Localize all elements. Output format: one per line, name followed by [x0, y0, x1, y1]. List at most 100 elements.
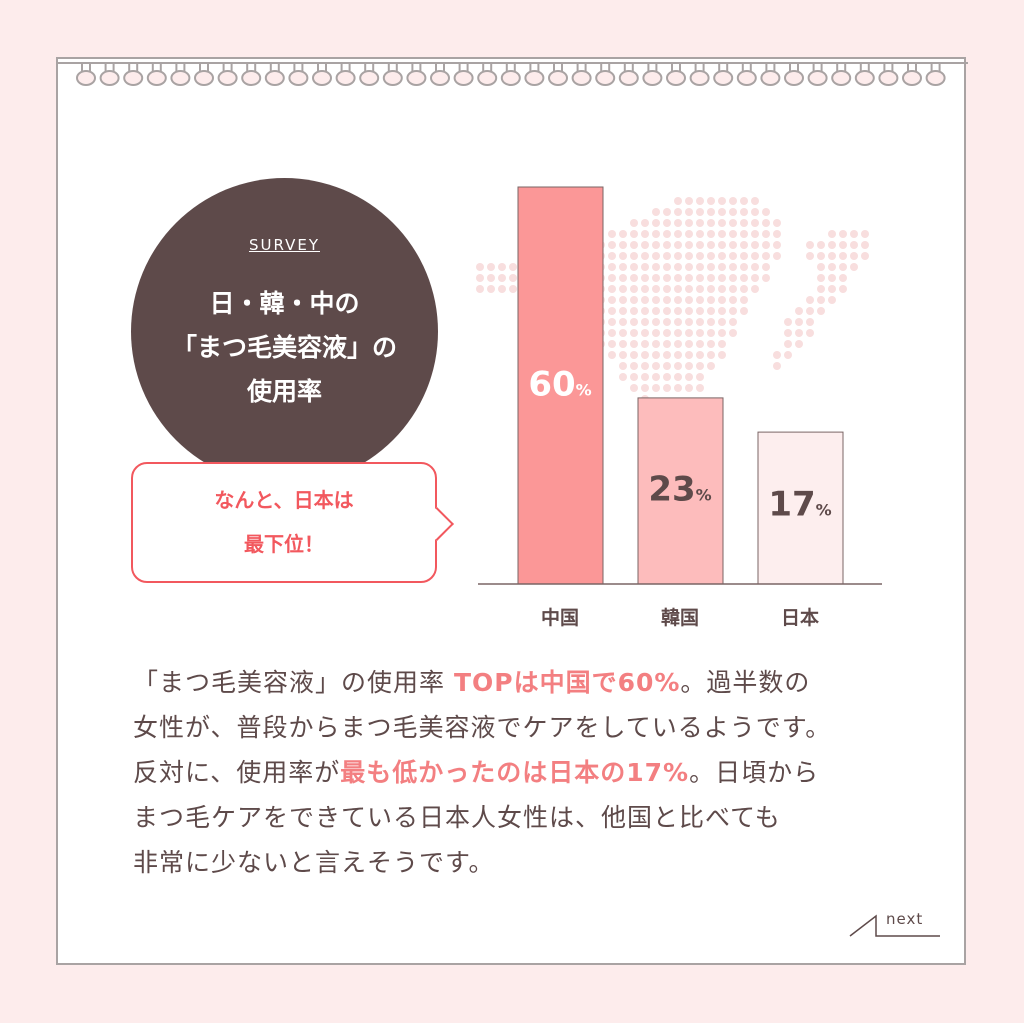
- map-dot: [828, 296, 836, 304]
- map-dot: [630, 340, 638, 348]
- map-dot: [718, 263, 726, 271]
- map-dot: [707, 318, 715, 326]
- map-dot: [608, 351, 616, 359]
- map-dot: [817, 307, 825, 315]
- map-dot: [685, 274, 693, 282]
- map-dot: [674, 219, 682, 227]
- data-label: 60%: [528, 364, 591, 404]
- map-dot: [740, 307, 748, 315]
- map-dot: [839, 263, 847, 271]
- binder-ring: [382, 63, 403, 86]
- map-dot: [641, 351, 649, 359]
- map-dot: [619, 252, 627, 260]
- map-dot: [773, 351, 781, 359]
- map-dot: [476, 274, 484, 282]
- map-dot: [718, 197, 726, 205]
- map-dot: [806, 318, 814, 326]
- paragraph-line: まつ毛ケアをできている日本人女性は、他国と比べても: [133, 795, 831, 840]
- binder-ring: [194, 63, 214, 86]
- map-dot: [630, 230, 638, 238]
- map-dot: [663, 351, 671, 359]
- map-dot: [641, 362, 649, 370]
- map-dot: [806, 296, 814, 304]
- map-dot: [498, 285, 506, 293]
- binder-ring: [264, 63, 285, 86]
- map-dot: [685, 351, 693, 359]
- map-dot: [663, 208, 671, 216]
- paragraph-line: 反対に、使用率が最も低かったのは日本の17%。日頃から: [133, 750, 831, 795]
- binder-ring: [524, 63, 545, 86]
- text: 女性が、普段からまつ毛美容液でケアをしているようです。: [133, 713, 832, 742]
- text: 。日頃から: [689, 758, 820, 787]
- map-dot: [729, 329, 737, 337]
- map-dot: [861, 230, 869, 238]
- bar: [757, 431, 844, 585]
- map-dot: [718, 241, 726, 249]
- map-dot: [762, 274, 770, 282]
- map-dot: [663, 329, 671, 337]
- survey-label: SURVEY: [248, 236, 320, 254]
- map-dot: [707, 263, 715, 271]
- map-dot: [663, 285, 671, 293]
- map-dot: [707, 241, 715, 249]
- map-dot: [663, 373, 671, 381]
- binder-ring: [430, 63, 450, 86]
- map-dot: [630, 362, 638, 370]
- map-dot: [806, 252, 814, 260]
- map-dot: [674, 362, 682, 370]
- map-dot: [839, 274, 847, 282]
- map-dot: [674, 274, 682, 282]
- map-dot: [652, 208, 660, 216]
- map-dot: [784, 340, 792, 348]
- map-dot: [696, 318, 704, 326]
- map-dot: [751, 197, 759, 205]
- map-dot: [630, 329, 638, 337]
- map-dot: [696, 285, 704, 293]
- map-dot: [696, 351, 704, 359]
- map-dot: [630, 296, 638, 304]
- map-dot: [685, 263, 693, 271]
- map-dot: [608, 274, 616, 282]
- next-arrow-icon[interactable]: [848, 912, 940, 938]
- binder-ring: [453, 63, 474, 86]
- map-dot: [817, 241, 825, 249]
- map-dot: [707, 274, 715, 282]
- title-line: 「まつ毛美容液」の: [171, 333, 397, 362]
- binder-ring: [123, 63, 144, 86]
- text: 。過半数の: [680, 668, 811, 697]
- map-dot: [696, 373, 704, 381]
- binder-ring: [548, 63, 568, 86]
- map-dot: [608, 263, 616, 271]
- map-dot: [652, 340, 660, 348]
- binder-ring: [406, 63, 427, 86]
- binder-ring: [831, 63, 852, 86]
- map-dot: [674, 285, 682, 293]
- binder-ring: [925, 63, 946, 86]
- map-dot: [751, 285, 759, 293]
- map-dot: [762, 252, 770, 260]
- map-dot: [740, 230, 748, 238]
- binder-ring: [618, 63, 639, 86]
- map-dot: [685, 373, 693, 381]
- map-dot: [630, 285, 638, 293]
- map-dot: [718, 329, 726, 337]
- map-dot: [751, 230, 759, 238]
- map-dot: [740, 252, 748, 260]
- map-dot: [773, 241, 781, 249]
- map-dot: [740, 263, 748, 271]
- map-dot: [641, 340, 649, 348]
- map-dot: [641, 241, 649, 249]
- map-dot: [685, 285, 693, 293]
- map-dot: [839, 252, 847, 260]
- map-dot: [476, 263, 484, 271]
- map-dot: [619, 263, 627, 271]
- map-dot: [729, 219, 737, 227]
- next-link[interactable]: next: [886, 910, 924, 928]
- map-dot: [608, 230, 616, 238]
- survey-title: 日・韓・中の 「まつ毛美容液」の 使用率: [131, 282, 438, 414]
- map-dot: [718, 274, 726, 282]
- map-dot: [729, 296, 737, 304]
- map-dot: [498, 263, 506, 271]
- map-dot: [652, 384, 660, 392]
